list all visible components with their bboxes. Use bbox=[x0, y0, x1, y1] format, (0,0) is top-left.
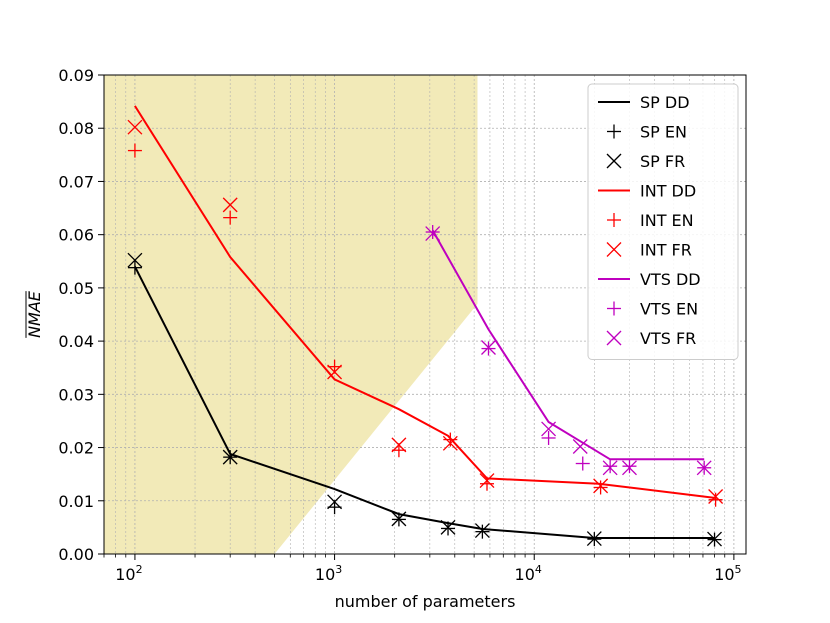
legend-item-vts-fr: VTS FR bbox=[606, 329, 696, 348]
point-vts-en bbox=[575, 456, 590, 471]
point-vts-fr bbox=[602, 460, 618, 476]
legend-item-int-fr: INT FR bbox=[606, 241, 692, 260]
legend-label: SP EN bbox=[640, 123, 687, 142]
legend-handle-marker bbox=[607, 124, 621, 139]
legend: SP DD SP EN SP FR INT DD INT EN INT FR VTS DD V… bbox=[587, 83, 739, 360]
legend-item-sp-en: SP EN bbox=[607, 123, 687, 142]
legend-label: VTS FR bbox=[640, 329, 696, 348]
point-int-fr bbox=[708, 489, 724, 504]
legend-label: SP FR bbox=[640, 152, 685, 171]
y-tick-label: 0.00 bbox=[58, 545, 94, 564]
legend-handle-marker bbox=[607, 213, 621, 227]
legend-label: SP DD bbox=[640, 93, 690, 112]
x-axis-label: number of parameters bbox=[335, 592, 516, 611]
point-int-fr bbox=[222, 197, 238, 213]
legend-label: INT FR bbox=[640, 241, 692, 260]
y-tick-label: 0.05 bbox=[58, 279, 94, 298]
point-vts-fr bbox=[481, 340, 496, 355]
axes-layer: 0.00 0.01 0.02 0.03 0.04 0.05 0.06 0.07 0.08 0.09… bbox=[25, 66, 747, 611]
x-tick-label: 105 bbox=[714, 563, 741, 584]
x-tick-label: 104 bbox=[515, 563, 542, 584]
point-vts-en bbox=[622, 459, 637, 474]
point-int-fr bbox=[593, 478, 609, 494]
y-tick-label: 0.07 bbox=[58, 172, 94, 191]
legend-item-sp-dd: SP DD bbox=[598, 93, 690, 112]
point-int-en bbox=[443, 432, 458, 447]
y-tick-label: 0.08 bbox=[58, 119, 94, 138]
legend-item-int-dd: INT DD bbox=[598, 182, 696, 201]
point-sp-fr bbox=[707, 531, 722, 547]
shaded-region-layer bbox=[104, 75, 478, 554]
y-axis-label: NMAE bbox=[25, 290, 44, 338]
point-sp-en bbox=[441, 521, 456, 536]
point-sp-fr bbox=[391, 511, 407, 527]
y-tick-label: 0.06 bbox=[58, 226, 94, 245]
y-tick-label: 0.01 bbox=[58, 492, 94, 511]
legend-handle-marker bbox=[606, 153, 622, 169]
point-sp-fr bbox=[440, 519, 456, 535]
series-layer bbox=[127, 105, 724, 547]
legend-item-sp-fr: SP FR bbox=[606, 152, 685, 171]
legend-label: INT DD bbox=[640, 182, 696, 201]
series-int-fr bbox=[127, 119, 724, 504]
y-tick-label: 0.02 bbox=[58, 439, 94, 458]
x-tick-label: 102 bbox=[115, 563, 142, 584]
point-int-en bbox=[127, 143, 142, 158]
point-int-en bbox=[479, 476, 494, 491]
point-sp-en bbox=[475, 524, 490, 539]
legend-item-int-en: INT EN bbox=[607, 211, 694, 230]
point-sp-fr bbox=[586, 531, 602, 547]
series-sp-fr bbox=[127, 252, 722, 547]
point-int-fr bbox=[442, 435, 458, 451]
y-tick-label: 0.03 bbox=[58, 385, 94, 404]
series-int-dd-line bbox=[134, 105, 717, 500]
y-tick-label: 0.04 bbox=[58, 332, 94, 351]
point-int-en bbox=[223, 210, 238, 225]
legend-item-vts-dd: VTS DD bbox=[598, 270, 701, 289]
point-vts-en bbox=[603, 459, 618, 474]
point-vts-en bbox=[481, 341, 496, 356]
point-int-fr bbox=[479, 473, 495, 489]
legend-label: VTS EN bbox=[640, 300, 698, 319]
point-int-fr bbox=[391, 437, 407, 453]
legend-item-vts-en: VTS EN bbox=[607, 300, 698, 319]
point-int-en bbox=[708, 492, 723, 507]
point-vts-en bbox=[425, 225, 440, 240]
series-vts-fr bbox=[425, 226, 712, 476]
point-vts-fr bbox=[425, 226, 441, 242]
point-vts-fr bbox=[541, 421, 557, 437]
legend-box bbox=[587, 83, 739, 360]
point-vts-fr bbox=[696, 460, 712, 476]
legend-handle-marker bbox=[607, 301, 621, 316]
x-tick-label: 103 bbox=[315, 563, 342, 584]
point-vts-fr bbox=[622, 460, 637, 476]
point-vts-fr bbox=[572, 439, 588, 454]
legend-handle-marker bbox=[606, 242, 622, 257]
point-sp-fr bbox=[222, 449, 238, 465]
point-sp-fr bbox=[327, 494, 343, 510]
point-vts-en bbox=[541, 430, 556, 445]
legend-label: INT EN bbox=[640, 211, 694, 230]
point-int-fr bbox=[327, 364, 343, 380]
y-tick-label: 0.09 bbox=[58, 66, 94, 85]
shaded-region bbox=[104, 75, 478, 554]
point-int-en bbox=[593, 480, 608, 495]
point-sp-fr bbox=[474, 523, 490, 539]
point-sp-fr bbox=[127, 252, 143, 268]
plot-frame bbox=[103, 74, 747, 555]
series-sp-dd-line bbox=[134, 266, 715, 539]
y-axis-label-group: NMAE bbox=[25, 290, 44, 338]
legend-label: VTS DD bbox=[640, 270, 701, 289]
point-sp-en bbox=[127, 260, 142, 275]
point-int-fr bbox=[127, 119, 143, 135]
legend-handle-marker bbox=[606, 330, 622, 346]
